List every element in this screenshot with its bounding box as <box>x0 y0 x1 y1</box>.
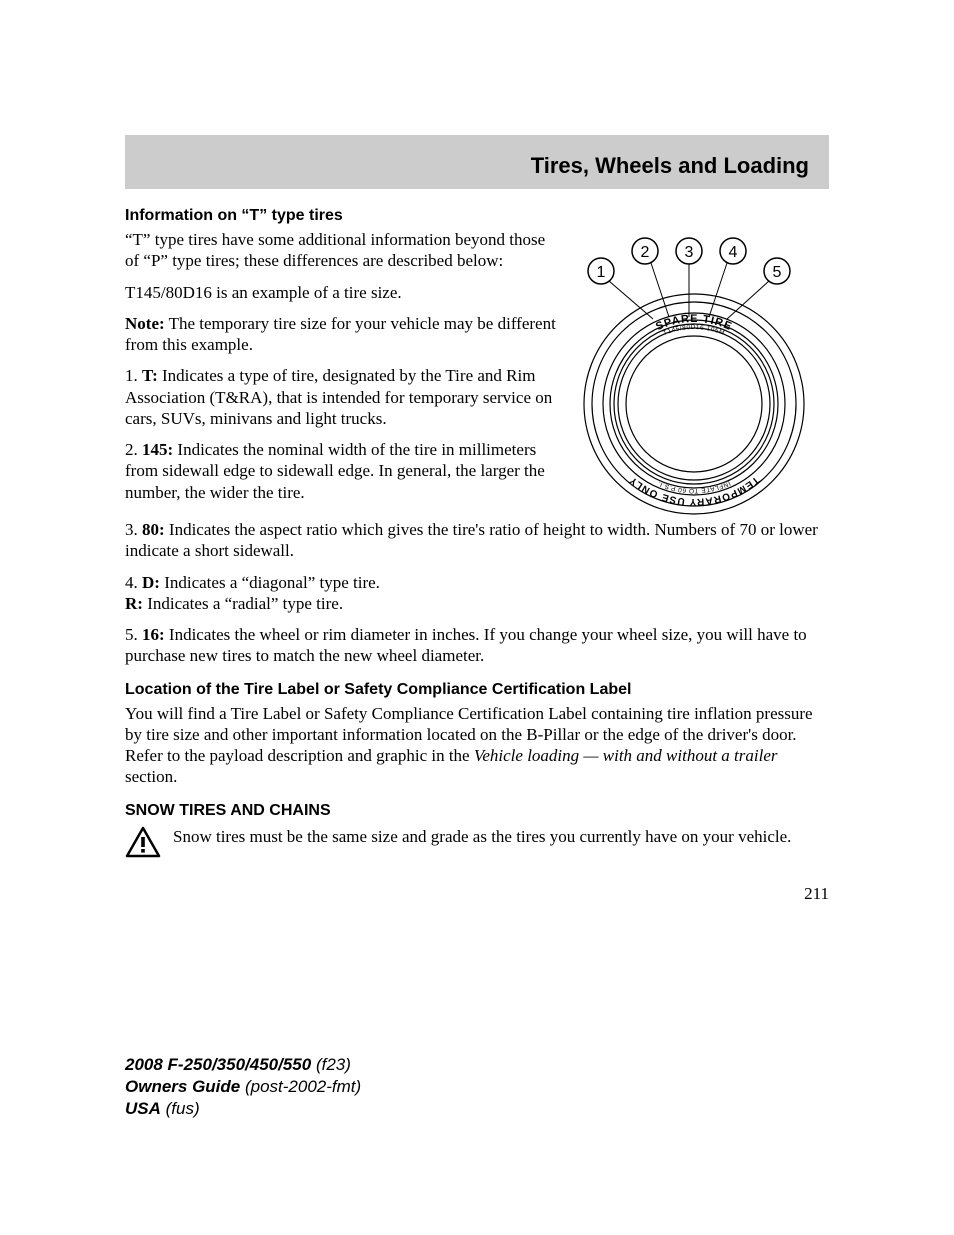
footer-code3: (fus) <box>161 1099 200 1118</box>
callout-4: 4 <box>729 244 738 261</box>
item-4a: 4. D: Indicates a “diagonal” type tire. <box>125 572 829 593</box>
label-location-paragraph: You will find a Tire Label or Safety Com… <box>125 703 829 788</box>
subsection-heading-snow: SNOW TIRES AND CHAINS <box>125 802 829 820</box>
footer-code2: (post-2002-fmt) <box>240 1077 361 1096</box>
subsection-heading-label-location: Location of the Tire Label or Safety Com… <box>125 681 829 699</box>
page-number: 211 <box>125 884 829 904</box>
warning-triangle-icon <box>125 826 161 860</box>
section-header: Tires, Wheels and Loading <box>125 135 829 189</box>
item-4b: R: Indicates a “radial” type tire. <box>125 593 829 614</box>
footer-guide: Owners Guide <box>125 1077 240 1096</box>
callout-3: 3 <box>685 244 694 261</box>
subsection-heading-t-tires: Information on “T” type tires <box>125 207 829 225</box>
footer-model: 2008 F-250/350/450/550 <box>125 1055 311 1074</box>
footer: 2008 F-250/350/450/550 (f23) Owners Guid… <box>125 1054 361 1120</box>
callout-1: 1 <box>597 264 606 281</box>
footer-region: USA <box>125 1099 161 1118</box>
warning-text: Snow tires must be the same size and gra… <box>173 826 791 847</box>
item-5: 5. 16: Indicates the wheel or rim diamet… <box>125 624 829 667</box>
warning-row: Snow tires must be the same size and gra… <box>125 826 829 860</box>
section-title: Tires, Wheels and Loading <box>531 153 809 178</box>
callout-5: 5 <box>773 264 782 281</box>
tire-diagram: 1 2 3 4 5 <box>569 229 829 519</box>
footer-code1: (f23) <box>311 1055 351 1074</box>
tire-inflate-text: INFLATE TO 60 P.S.I. <box>657 479 732 494</box>
item-3: 3. 80: Indicates the aspect ratio which … <box>125 519 829 562</box>
callout-2: 2 <box>641 244 650 261</box>
